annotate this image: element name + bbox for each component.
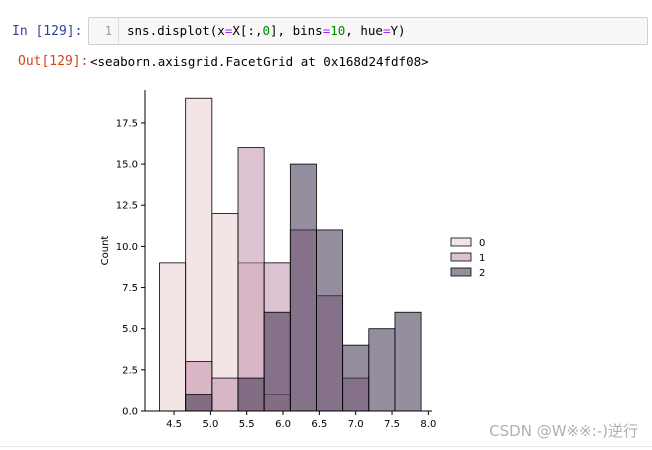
code-number: 0 [262, 23, 271, 38]
code-operator: = [382, 23, 391, 38]
x-tick-label: 6.5 [311, 419, 327, 430]
input-prompt: In [129]: [12, 24, 83, 39]
y-tick-label: 15.0 [116, 160, 138, 171]
line-number: 1 [89, 18, 119, 44]
code-token: sns.displot(x [127, 23, 225, 38]
y-tick-label: 2.5 [122, 365, 138, 376]
y-tick-label: 0.0 [122, 407, 138, 418]
axes-group: 4.5 5.0 5.5 6.0 6.5 7.0 7.5 8.0 0.0 2.5 5.0 7.5 10.0… [100, 90, 436, 430]
histogram-bar-series-2 [342, 344, 370, 412]
x-tick-label: 5.5 [239, 419, 255, 430]
y-axis-label: Count [100, 236, 111, 266]
histogram-bar-series-2 [237, 377, 265, 412]
divider [0, 446, 652, 447]
histogram-bar-series-2 [289, 163, 317, 412]
legend-swatch-2 [450, 267, 472, 277]
x-tick-label: 5.0 [202, 419, 218, 430]
histogram-bar-series-2 [394, 311, 422, 412]
legend-swatch-1 [450, 252, 472, 262]
code-line[interactable]: sns.displot(x=X[:,0], bins=10, hue=Y) [127, 18, 406, 44]
y-tick-label: 17.5 [116, 118, 138, 129]
histogram-bar-series-2 [263, 311, 291, 412]
histogram-bar-series-0 [185, 97, 213, 412]
y-tick-label: 10.0 [116, 242, 138, 253]
histogram-bar-series-2 [368, 328, 396, 412]
legend: 0 1 2 [450, 237, 485, 279]
output-text: <seaborn.axisgrid.FacetGrid at 0x168d24f… [90, 54, 429, 69]
code-token: , hue [345, 23, 383, 38]
y-tick-label: 12.5 [116, 201, 138, 212]
x-tick-label: 4.5 [166, 419, 182, 430]
histogram-bar-series-1 [237, 147, 265, 412]
x-tick-label: 8.0 [420, 419, 436, 430]
output-prompt: Out[129]: [18, 54, 89, 69]
x-tick-label: 6.0 [275, 419, 291, 430]
code-operator: = [322, 23, 331, 38]
histogram-bar-series-1 [211, 377, 239, 412]
code-operator: = [224, 23, 233, 38]
legend-swatch-0 [450, 237, 472, 247]
code-token: X[:, [232, 23, 263, 38]
y-tick-label: 5.0 [122, 324, 138, 335]
code-cell[interactable]: 1 sns.displot(x=X[:,0], bins=10, hue=Y) [88, 17, 648, 45]
bars-group [159, 97, 422, 412]
code-token: ], bins [270, 23, 323, 38]
x-tick-label: 7.5 [384, 419, 400, 430]
legend-label-0: 0 [479, 238, 485, 249]
watermark: CSDN @W※※:-)逆行 [489, 422, 638, 440]
histogram-bar-series-2 [316, 229, 344, 412]
legend-label-1: 1 [479, 253, 485, 264]
code-number: 10 [330, 23, 346, 38]
histogram-bar-series-2 [185, 394, 213, 412]
y-tick-label: 7.5 [122, 283, 138, 294]
histogram-bar-series-0 [159, 262, 187, 412]
legend-label-2: 2 [479, 268, 485, 279]
code-token: Y) [390, 23, 406, 38]
x-tick-label: 7.0 [348, 419, 364, 430]
